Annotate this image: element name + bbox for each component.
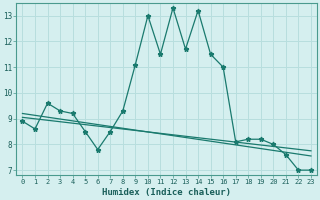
- X-axis label: Humidex (Indice chaleur): Humidex (Indice chaleur): [102, 188, 231, 197]
